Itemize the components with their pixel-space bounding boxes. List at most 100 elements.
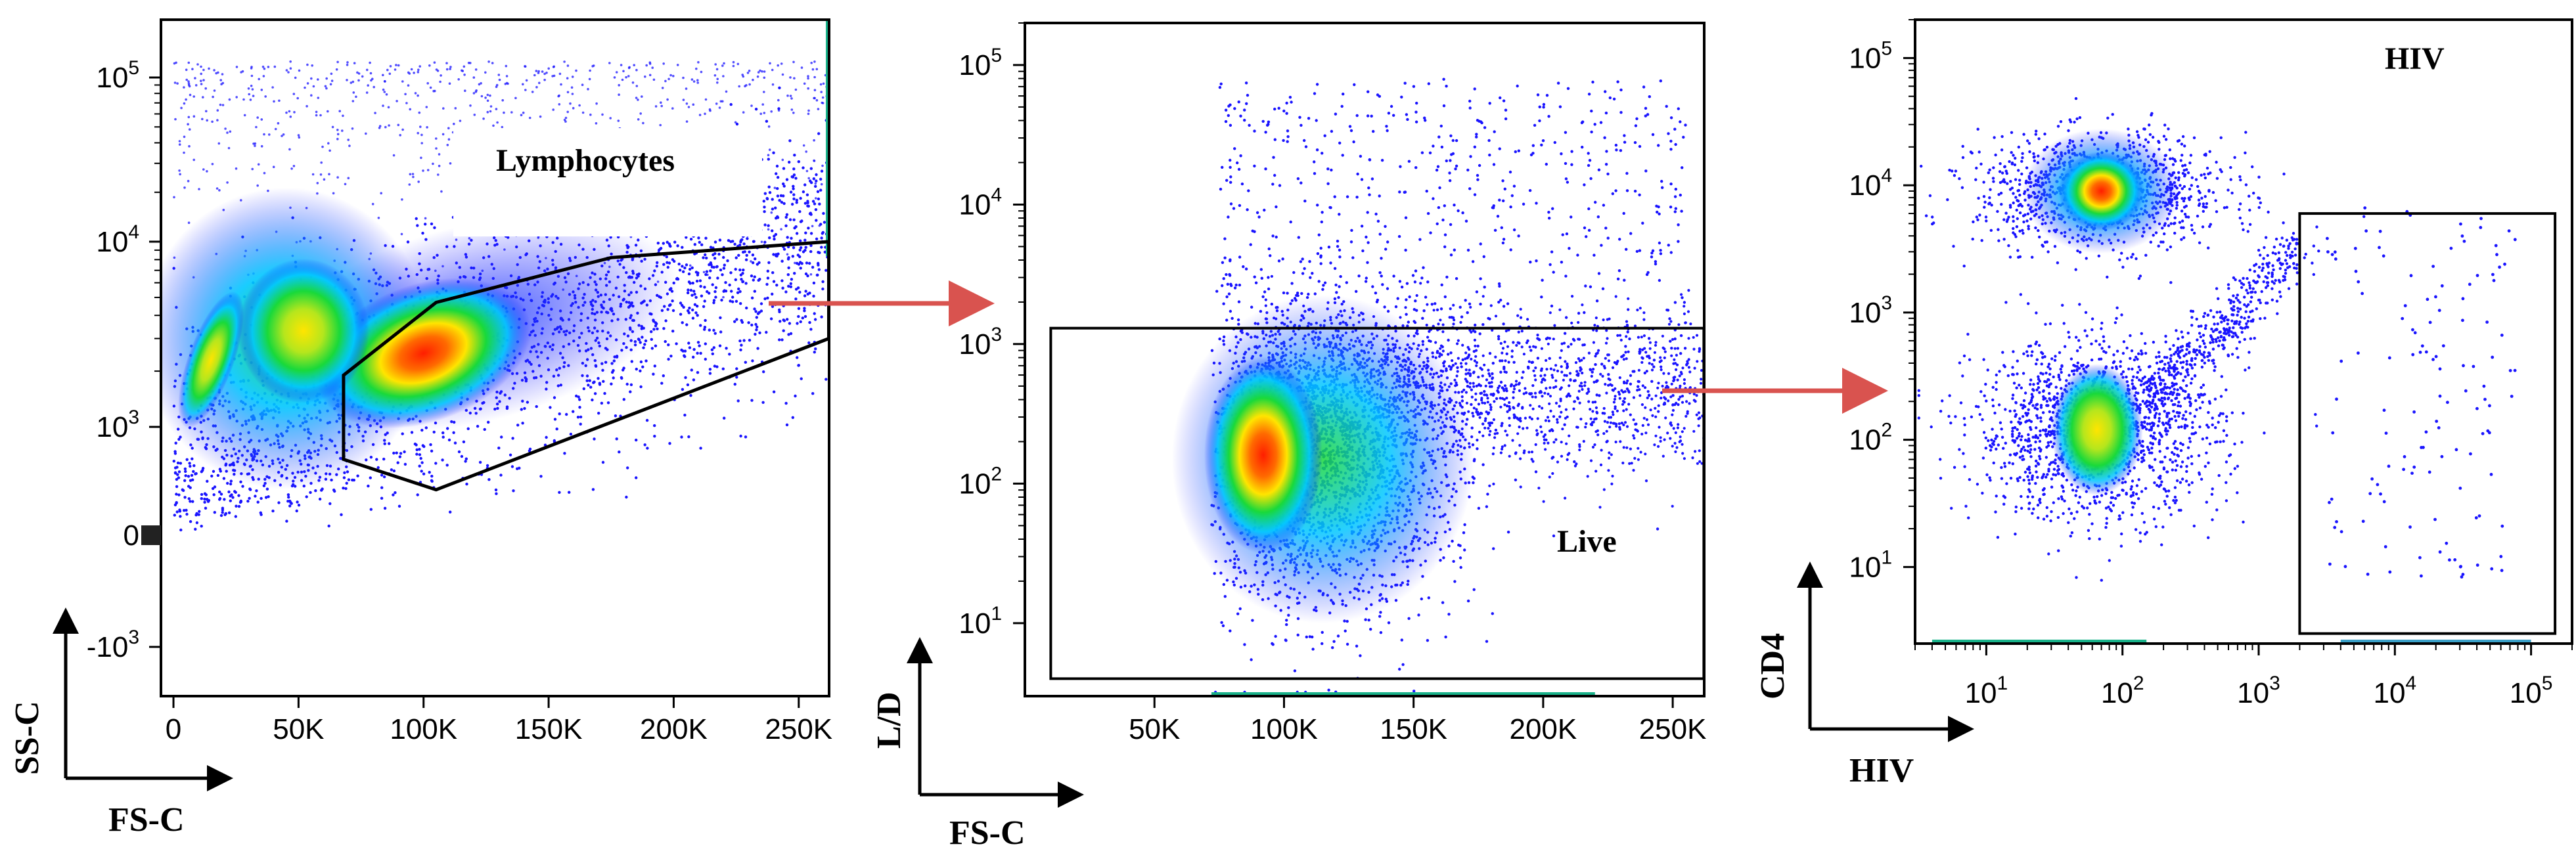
event-dot xyxy=(807,109,810,112)
event-dot xyxy=(385,93,388,96)
event-dot xyxy=(725,347,728,350)
event-dot xyxy=(708,372,712,375)
event-dot xyxy=(210,474,214,478)
event-dot xyxy=(780,338,784,341)
lymphocytes-gate-polygon[interactable] xyxy=(342,240,830,492)
event-dot xyxy=(1380,275,1383,278)
event-dot xyxy=(545,72,548,74)
event-dot xyxy=(593,437,596,441)
event-dot xyxy=(1267,276,1270,279)
event-dot xyxy=(306,82,309,85)
event-dot xyxy=(565,412,568,416)
event-dot xyxy=(260,118,263,121)
panel1-x-axis-label: FS-C xyxy=(108,801,185,839)
event-dot xyxy=(797,364,800,367)
event-dot xyxy=(792,187,795,190)
event-dot xyxy=(648,74,652,77)
event-dot xyxy=(260,144,263,148)
event-dot xyxy=(820,315,823,319)
event-dot xyxy=(1301,272,1305,275)
event-dot xyxy=(685,120,689,123)
event-dot xyxy=(441,431,445,435)
event-dot xyxy=(635,97,638,99)
event-dot xyxy=(173,81,177,84)
event-dot xyxy=(635,68,638,72)
event-dot xyxy=(288,499,292,503)
event-dot xyxy=(361,75,364,78)
event-dot xyxy=(215,72,218,75)
event-dot xyxy=(710,348,714,351)
event-dot xyxy=(212,493,215,496)
event-dot xyxy=(804,290,807,293)
event-dot xyxy=(227,146,231,150)
event-dot xyxy=(769,317,773,320)
event-dot xyxy=(432,430,436,434)
event-dot xyxy=(705,270,709,273)
event-dot xyxy=(202,96,204,99)
event-dot xyxy=(192,464,196,468)
event-dot xyxy=(693,303,697,306)
event-dot xyxy=(332,192,335,195)
event-dot xyxy=(622,398,625,401)
event-dot xyxy=(581,111,585,114)
event-dot xyxy=(338,110,341,112)
event-dot xyxy=(1481,422,1485,426)
panel1-plot-frame xyxy=(160,18,830,697)
event-dot xyxy=(392,154,395,157)
event-dot xyxy=(792,167,796,171)
event-dot xyxy=(260,496,263,500)
event-dot xyxy=(627,75,630,77)
event-dot xyxy=(721,100,724,103)
event-dot xyxy=(503,111,505,114)
event-dot xyxy=(356,474,359,477)
event-dot xyxy=(571,93,574,95)
event-dot xyxy=(1238,607,1242,611)
event-dot xyxy=(795,198,799,202)
event-dot xyxy=(797,263,801,266)
event-dot xyxy=(415,217,418,221)
event-dot xyxy=(689,238,693,241)
event-dot xyxy=(785,178,789,181)
event-dot xyxy=(297,134,300,137)
event-dot xyxy=(709,269,712,273)
event-dot xyxy=(812,177,816,181)
event-dot xyxy=(687,272,691,276)
event-dot xyxy=(183,151,185,154)
event-dot xyxy=(693,292,696,296)
event-dot xyxy=(1251,619,1254,622)
event-dot xyxy=(176,461,180,465)
event-dot xyxy=(194,527,197,531)
event-dot xyxy=(767,224,770,227)
event-dot xyxy=(807,87,809,90)
event-dot xyxy=(314,489,317,493)
event-dot xyxy=(336,137,339,141)
event-dot xyxy=(219,493,223,496)
event-dot xyxy=(201,118,204,121)
event-dot xyxy=(735,376,738,379)
event-dot xyxy=(382,457,386,461)
event-dot xyxy=(558,94,560,97)
event-dot xyxy=(763,112,766,114)
event-dot xyxy=(702,305,706,308)
event-dot xyxy=(426,82,429,85)
event-dot xyxy=(375,458,378,461)
event-dot xyxy=(206,119,209,122)
event-dot xyxy=(478,83,481,86)
event-dot xyxy=(365,132,367,135)
event-dot xyxy=(591,398,594,402)
event-dot xyxy=(223,498,226,501)
event-dot xyxy=(1453,580,1457,583)
event-dot xyxy=(310,94,313,97)
event-dot xyxy=(671,330,675,333)
event-dot xyxy=(1456,366,1459,369)
event-dot xyxy=(689,394,692,397)
event-dot xyxy=(813,202,817,206)
event-dot xyxy=(449,510,452,514)
event-dot xyxy=(218,490,221,494)
event-dot xyxy=(221,104,225,106)
event-dot xyxy=(685,236,688,239)
event-dot xyxy=(1514,478,1518,481)
event-dot xyxy=(680,435,683,439)
event-dot xyxy=(754,257,757,261)
event-dot xyxy=(772,390,776,393)
